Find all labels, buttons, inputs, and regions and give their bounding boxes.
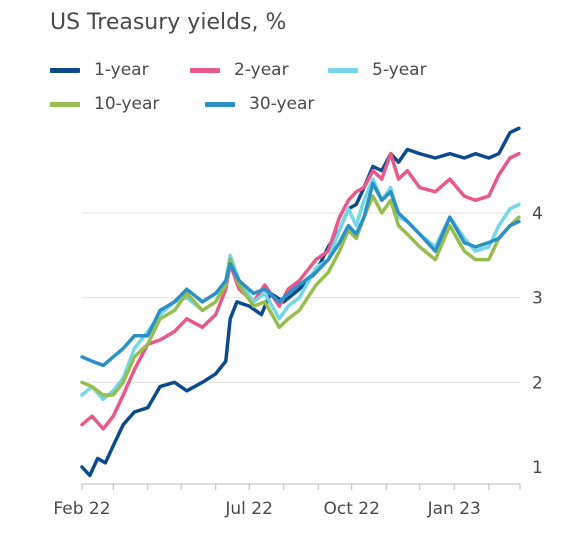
x-tick-label: Jan 23 [427,499,481,519]
legend-swatch [328,67,358,73]
x-tick-label: Jul 22 [224,499,273,519]
legend-swatch [205,101,235,107]
legend-label: 10-year [94,94,160,114]
legend-label: 30-year [249,94,315,114]
series-line-30-year [80,181,521,368]
legend-label: 2-year [234,60,289,80]
legend-item-30-year: 30-year [205,92,314,116]
legend-item-5-year: 5-year [328,58,427,82]
legend-swatch [50,101,80,107]
series-line-2-year [80,151,521,431]
legend-label: 5-year [372,60,427,80]
series-line-1-year [80,126,521,478]
legend-swatch [190,67,220,73]
x-tick-label: Oct 22 [323,499,379,519]
chart-title: US Treasury yields, % [50,10,287,35]
y-tick-label: 1 [532,458,543,478]
legend-item-1-year: 1-year [50,58,149,82]
legend-item-10-year: 10-year [50,92,159,116]
legend: 1-year 2-year 5-year 10-year 30-year [50,58,450,118]
x-tick-label: Feb 22 [53,499,110,519]
series-line-10-year [80,194,521,397]
y-tick-label: 3 [532,289,543,309]
y-tick-label: 2 [532,373,543,393]
legend-item-2-year: 2-year [190,58,289,82]
y-tick-label: 4 [532,204,543,224]
legend-label: 1-year [94,60,149,80]
legend-swatch [50,67,80,73]
